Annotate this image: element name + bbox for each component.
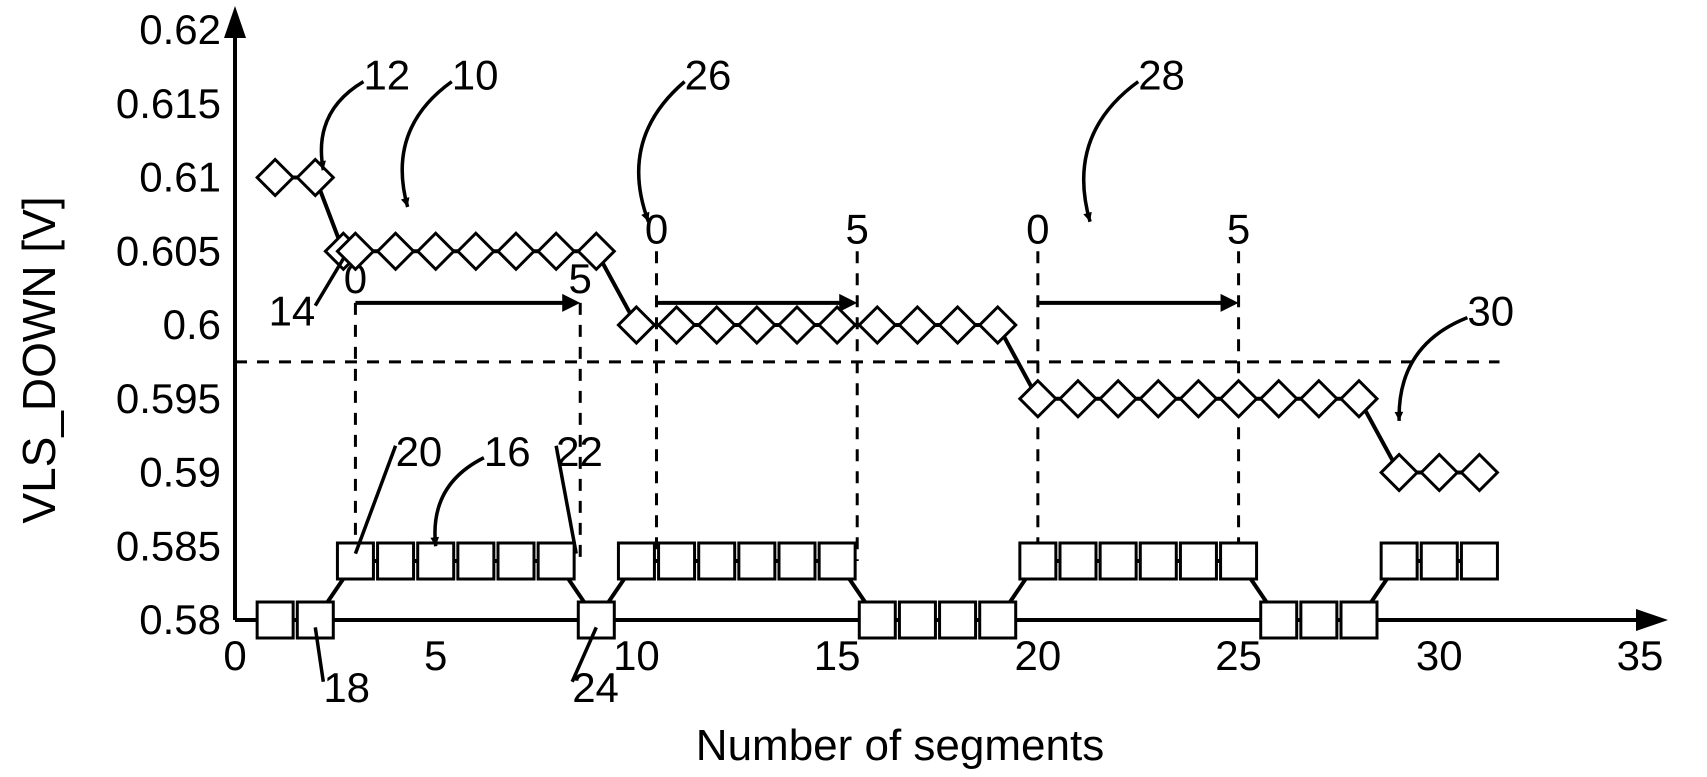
square-marker — [659, 543, 695, 579]
x-axis-label: Number of segments — [696, 721, 1104, 770]
diamond-marker — [940, 307, 976, 343]
square-marker — [899, 602, 935, 638]
square-marker — [1140, 543, 1176, 579]
square-marker — [699, 543, 735, 579]
square-marker — [1180, 543, 1216, 579]
diamond-marker — [1221, 381, 1257, 417]
diamond-marker — [498, 233, 534, 269]
square-marker — [498, 543, 534, 579]
square-marker — [1221, 543, 1257, 579]
diamond-marker — [859, 307, 895, 343]
diamond-marker — [1301, 381, 1337, 417]
y-tick: 0.605 — [116, 227, 221, 274]
range-start: 0 — [1026, 205, 1049, 252]
square-marker — [980, 602, 1016, 638]
callout-label: 12 — [363, 52, 410, 99]
square-marker — [618, 543, 654, 579]
y-tick: 0.615 — [116, 80, 221, 127]
diamond-marker — [1261, 381, 1297, 417]
callout-label: 14 — [269, 288, 316, 335]
square-marker — [378, 543, 414, 579]
diamond-marker — [378, 233, 414, 269]
diamond-marker — [980, 307, 1016, 343]
diamond-marker — [1140, 381, 1176, 417]
diamond-marker — [297, 160, 333, 196]
y-tick: 0.585 — [116, 522, 221, 569]
square-marker — [458, 543, 494, 579]
square-marker — [1301, 602, 1337, 638]
series-square — [257, 543, 1497, 638]
y-tick-labels: 0.58 0.585 0.59 0.595 0.6 0.605 0.61 0.615 0.62 — [116, 6, 221, 643]
diamond-marker — [899, 307, 935, 343]
callout-label: 28 — [1138, 52, 1185, 99]
diamond-marker — [739, 307, 775, 343]
square-marker — [337, 543, 373, 579]
x-tick: 0 — [223, 632, 246, 679]
callout-label: 20 — [396, 428, 443, 475]
diamond-marker — [1020, 381, 1056, 417]
callout-label: 18 — [323, 664, 370, 711]
callout-label: 26 — [685, 52, 732, 99]
callout-label: 30 — [1467, 288, 1514, 335]
diamond-marker — [1421, 455, 1457, 491]
range-end: 5 — [846, 205, 869, 252]
square-marker — [1100, 543, 1136, 579]
callout-label: 10 — [452, 52, 499, 99]
x-tick: 5 — [424, 632, 447, 679]
diamond-marker — [618, 307, 654, 343]
y-tick: 0.6 — [163, 301, 221, 348]
square-marker — [257, 602, 293, 638]
x-tick: 10 — [613, 632, 660, 679]
y-tick: 0.58 — [139, 596, 221, 643]
diamond-marker — [779, 307, 815, 343]
square-marker — [859, 602, 895, 638]
diamond-marker — [1461, 455, 1497, 491]
range-end: 5 — [1227, 205, 1250, 252]
square-marker — [1261, 602, 1297, 638]
callout-label: 22 — [556, 428, 603, 475]
diamond-marker — [1060, 381, 1096, 417]
callout-label: 24 — [572, 664, 619, 711]
diamond-marker — [659, 307, 695, 343]
diamond-marker — [257, 160, 293, 196]
y-tick: 0.59 — [139, 449, 221, 496]
x-tick: 15 — [814, 632, 861, 679]
diamond-marker — [1381, 455, 1417, 491]
diamond-marker — [418, 233, 454, 269]
y-axis-label: VLS_DOWN [V] — [13, 196, 65, 523]
square-marker — [538, 543, 574, 579]
square-marker — [819, 543, 855, 579]
square-marker — [1461, 543, 1497, 579]
square-marker — [1421, 543, 1457, 579]
y-tick: 0.61 — [139, 154, 221, 201]
x-tick: 30 — [1416, 632, 1463, 679]
diamond-marker — [1341, 381, 1377, 417]
square-marker — [1060, 543, 1096, 579]
x-tick: 35 — [1617, 632, 1664, 679]
y-tick: 0.595 — [116, 375, 221, 422]
square-marker — [1341, 602, 1377, 638]
diamond-marker — [1180, 381, 1216, 417]
x-tick: 20 — [1014, 632, 1061, 679]
square-marker — [739, 543, 775, 579]
square-marker — [940, 602, 976, 638]
square-marker — [1381, 543, 1417, 579]
square-marker — [779, 543, 815, 579]
square-marker — [1020, 543, 1056, 579]
vls-down-chart: VLS_DOWN [V] Number of segments 050505 0… — [0, 0, 1707, 777]
square-marker — [578, 602, 614, 638]
diamond-marker — [1100, 381, 1136, 417]
y-tick: 0.62 — [139, 6, 221, 53]
callout-label: 16 — [484, 428, 531, 475]
series-diamond — [257, 160, 1497, 491]
diamond-marker — [699, 307, 735, 343]
x-tick: 25 — [1215, 632, 1262, 679]
diamond-marker — [458, 233, 494, 269]
square-marker — [418, 543, 454, 579]
diamond-marker — [819, 307, 855, 343]
